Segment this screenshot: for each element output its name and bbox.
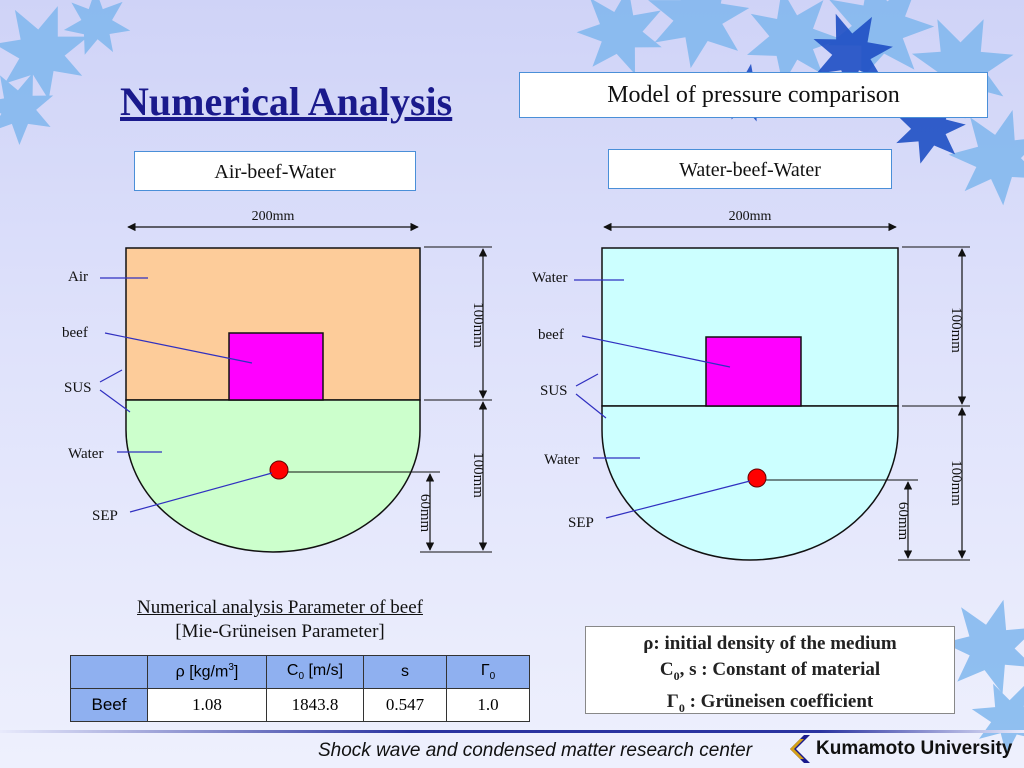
page-title: Numerical Analysis bbox=[120, 79, 453, 124]
cell-c0: 1843.8 bbox=[266, 688, 364, 722]
legend-line-c0: C0, s : Constant of material bbox=[659, 659, 881, 683]
footer-text: Shock wave and condensed matter research… bbox=[318, 740, 753, 761]
right-width-label: 200mm bbox=[729, 209, 772, 224]
left-beef-block bbox=[228, 332, 324, 401]
header-c0: C0 [m/s] bbox=[266, 655, 364, 689]
left-label-sep: SEP bbox=[92, 508, 118, 524]
parameter-title: Numerical analysis Parameter of beef [Mi… bbox=[70, 596, 490, 644]
footer-divider bbox=[0, 730, 1024, 733]
left-model: 200mm 100mm 100mm 60mm Air beef SUS Wate… bbox=[62, 209, 492, 553]
cell-rho: 1.08 bbox=[147, 688, 267, 722]
left-upper-dim-label: 100mm bbox=[470, 302, 486, 348]
left-label-air: Air bbox=[68, 269, 88, 285]
cell-gamma0: 1.0 bbox=[446, 688, 530, 722]
header-s: s bbox=[363, 655, 447, 689]
model-box: Model of pressure comparison bbox=[519, 72, 988, 118]
left-model-label: Air-beef-Water bbox=[134, 151, 416, 191]
logo-chevron-icon bbox=[790, 735, 810, 763]
legend-line-rho: ρ: initial density of the medium bbox=[643, 633, 897, 654]
right-beef-block bbox=[705, 336, 802, 407]
right-model-label: Water-beef-Water bbox=[608, 149, 892, 189]
table-row: Beef 1.08 1843.8 0.547 1.0 bbox=[70, 688, 530, 722]
header-rho: ρ [kg/m3] bbox=[147, 655, 267, 689]
parameter-title-line1: Numerical analysis Parameter of beef bbox=[137, 597, 423, 618]
symbol-legend: ρ: initial density of the medium C0, s :… bbox=[585, 626, 955, 715]
header-gamma0: Γ0 bbox=[446, 655, 530, 689]
university-logo: Kumamoto University bbox=[788, 734, 1012, 764]
parameter-table: ρ [kg/m3] C0 [m/s] s Γ0 Beef 1.08 1843.8… bbox=[70, 655, 530, 722]
left-width-label: 200mm bbox=[252, 209, 295, 224]
right-upper-dim-label: 100mm bbox=[948, 307, 964, 353]
right-lower-dim-label: 100mm bbox=[948, 460, 964, 506]
left-sep-dim-label: 60mm bbox=[417, 494, 433, 533]
right-label-sus: SUS bbox=[540, 383, 568, 399]
left-label-beef: beef bbox=[62, 325, 88, 341]
cell-s: 0.547 bbox=[363, 688, 447, 722]
legend-line-gamma: Γ0 : Grüneisen coefficient bbox=[666, 690, 874, 715]
right-sep-dim-label: 60mm bbox=[895, 502, 911, 541]
parameter-title-line2: [Mie-Grüneisen Parameter] bbox=[175, 621, 385, 642]
right-sep-point bbox=[747, 468, 767, 488]
left-label-water: Water bbox=[68, 446, 103, 462]
table-header-row: ρ [kg/m3] C0 [m/s] s Γ0 bbox=[70, 655, 530, 689]
right-model: 200mm 100mm 100mm 60mm Water beef SUS Wa… bbox=[532, 209, 970, 561]
right-label-sep: SEP bbox=[568, 515, 594, 531]
right-label-water-top: Water bbox=[532, 270, 567, 286]
table-corner-cell bbox=[70, 655, 148, 689]
left-lower-dim-label: 100mm bbox=[470, 452, 486, 498]
logo-text: Kumamoto University bbox=[816, 738, 1013, 759]
right-label-beef: beef bbox=[538, 327, 564, 343]
left-label-sus: SUS bbox=[64, 380, 92, 396]
right-label-water-bottom: Water bbox=[544, 452, 579, 468]
left-sep-point bbox=[269, 460, 289, 480]
row-label-beef: Beef bbox=[70, 688, 148, 722]
